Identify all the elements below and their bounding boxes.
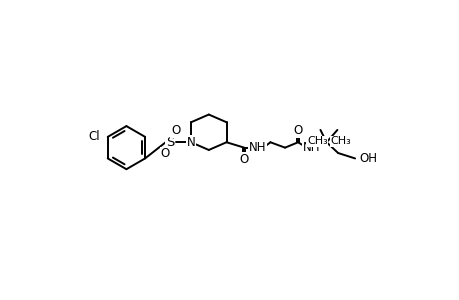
Text: O: O [293,124,302,137]
Text: CH₃: CH₃ [330,136,350,146]
Text: NH: NH [248,141,265,154]
Text: N: N [186,136,195,149]
Text: Cl: Cl [88,130,100,143]
Text: CH₃: CH₃ [306,136,327,146]
Text: NH: NH [302,141,319,154]
Text: O: O [160,147,169,160]
Text: OH: OH [359,152,377,165]
Text: O: O [171,124,180,137]
Text: S: S [166,136,174,149]
Text: O: O [239,153,248,166]
